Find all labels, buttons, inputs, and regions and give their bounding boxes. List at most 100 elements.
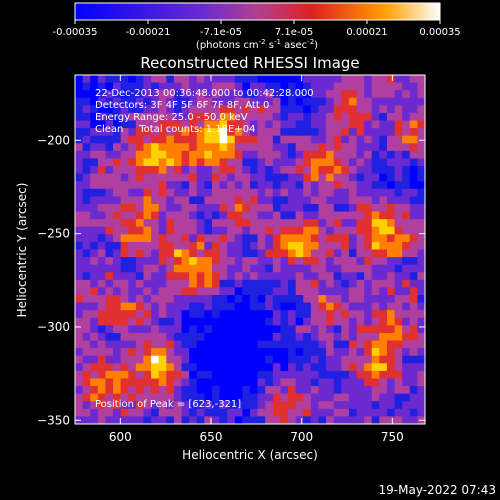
heatmap-cell	[379, 181, 388, 190]
heatmap-cell	[97, 264, 107, 273]
heatmap-cell	[211, 112, 221, 122]
heatmap-cell	[288, 325, 297, 334]
heatmap-cell	[272, 219, 282, 228]
heatmap-cell	[280, 348, 289, 357]
heatmap-cell	[158, 340, 167, 349]
heatmap-cell	[234, 143, 243, 152]
heatmap-cell	[318, 249, 327, 258]
heatmap-cell	[265, 173, 274, 182]
heatmap-cell	[280, 257, 289, 266]
heatmap-cell	[326, 370, 335, 380]
heatmap-cell	[75, 128, 84, 137]
heatmap-cell	[257, 75, 266, 84]
heatmap-cell	[417, 393, 425, 402]
heatmap-cell	[120, 219, 129, 228]
heatmap-cell	[250, 257, 259, 266]
heatmap-cell	[371, 82, 380, 91]
heatmap-cell	[181, 112, 190, 122]
heatmap-cell	[348, 226, 358, 235]
heatmap-cell	[326, 279, 335, 289]
heatmap-cell	[341, 211, 350, 220]
heatmap-cell	[135, 90, 145, 99]
heatmap-cell	[219, 257, 228, 266]
heatmap-cell	[196, 128, 205, 137]
heatmap-cell	[265, 302, 274, 311]
heatmap-cell	[181, 310, 190, 319]
heatmap-cell	[257, 112, 266, 122]
heatmap-cell	[348, 158, 358, 167]
heatmap-cell	[189, 386, 198, 395]
heatmap-cell	[295, 166, 304, 175]
heatmap-cell	[196, 211, 205, 220]
heatmap-cell	[333, 363, 342, 372]
heatmap-cell	[158, 120, 167, 129]
heatmap-cell	[97, 75, 107, 84]
heatmap-cell	[128, 272, 137, 281]
heatmap-cell	[151, 105, 160, 114]
heatmap-cell	[189, 264, 198, 273]
heatmap-cell	[280, 97, 289, 106]
heatmap-cell	[348, 75, 358, 84]
heatmap-cell	[310, 295, 320, 304]
heatmap-cell	[75, 226, 84, 235]
heatmap-cell	[257, 97, 266, 106]
heatmap-cell	[417, 287, 425, 296]
heatmap-cell	[143, 128, 152, 137]
heatmap-cell	[120, 97, 129, 106]
heatmap-cell	[227, 203, 236, 213]
heatmap-cell	[326, 401, 335, 410]
heatmap-cell	[250, 143, 259, 152]
heatmap-cell	[371, 264, 380, 273]
heatmap-cell	[371, 241, 380, 251]
heatmap-cell	[166, 112, 175, 122]
heatmap-cell	[227, 241, 236, 251]
heatmap-cell	[341, 196, 350, 205]
heatmap-cell	[386, 249, 396, 258]
heatmap-cell	[402, 112, 411, 122]
heatmap-cell	[288, 332, 297, 342]
heatmap-cell	[303, 82, 312, 91]
heatmap-cell	[356, 408, 365, 418]
heatmap-cell	[402, 211, 411, 220]
heatmap-cell	[189, 408, 198, 418]
heatmap-cell	[417, 378, 425, 387]
heatmap-cell	[280, 105, 289, 114]
heatmap-cell	[333, 355, 342, 364]
heatmap-cell	[120, 416, 129, 424]
heatmap-cell	[348, 203, 358, 213]
heatmap-cell	[113, 120, 122, 129]
heatmap-cell	[333, 416, 342, 424]
heatmap-cell	[356, 257, 365, 266]
heatmap-cell	[265, 355, 274, 364]
heatmap-cell	[151, 393, 160, 402]
heatmap-cell	[250, 181, 259, 190]
heatmap-cell	[318, 378, 327, 387]
heatmap-cell	[113, 128, 122, 137]
heatmap-cell	[204, 310, 213, 319]
heatmap-cell	[348, 363, 358, 372]
heatmap-cell	[303, 295, 312, 304]
heatmap-cell	[143, 105, 152, 114]
heatmap-cell	[105, 257, 114, 266]
heatmap-cell	[280, 166, 289, 175]
heatmap-cell	[341, 378, 350, 387]
heatmap-cell	[402, 317, 411, 326]
heatmap-cell	[242, 203, 251, 213]
heatmap-cell	[341, 241, 350, 251]
heatmap-cell	[288, 340, 297, 349]
heatmap-cell	[151, 370, 160, 380]
heatmap-cell	[189, 234, 198, 243]
heatmap-cell	[288, 302, 297, 311]
heatmap-cell	[341, 302, 350, 311]
heatmap-cell	[242, 173, 251, 182]
heatmap-cell	[341, 325, 350, 334]
colorbar-tick-label: -0.00035	[53, 27, 98, 38]
heatmap-cell	[189, 211, 198, 220]
heatmap-cell	[189, 143, 198, 152]
heatmap-cell	[356, 143, 365, 152]
heatmap-cell	[364, 143, 373, 152]
heatmap-cell	[303, 173, 312, 182]
heatmap-cell	[394, 332, 403, 342]
heatmap-cell	[303, 340, 312, 349]
heatmap-cell	[326, 211, 335, 220]
